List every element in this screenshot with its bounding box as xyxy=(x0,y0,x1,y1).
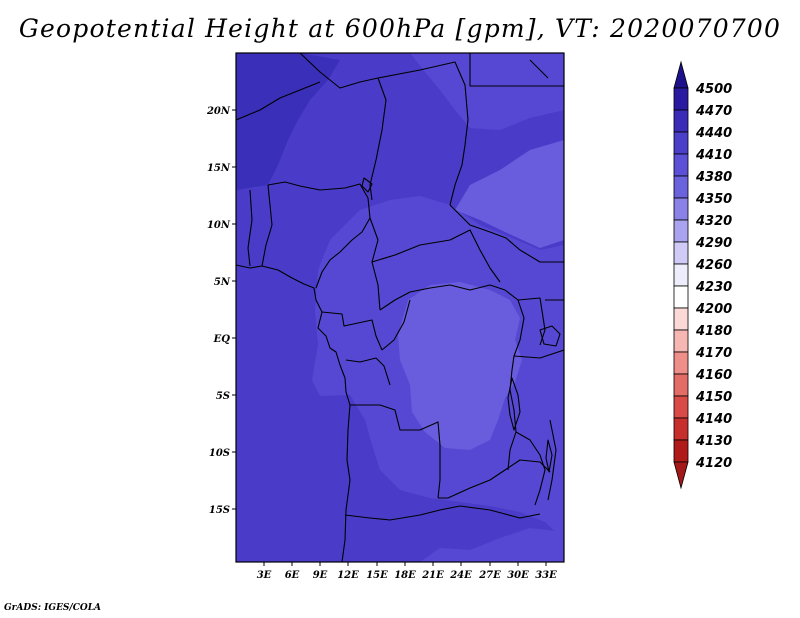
field-4470-northwest xyxy=(236,53,340,190)
colorbar-label: 4320 xyxy=(695,214,732,229)
longitude-axis: 3E 6E 9E 12E 15E 18E 21E 24E 27E 30E 33E xyxy=(257,562,557,581)
colorbar-box xyxy=(673,263,689,287)
border-angola-namibia xyxy=(344,505,461,521)
border-chad-libya xyxy=(377,61,469,206)
lat-label-5s: 5S xyxy=(216,391,230,402)
colorbar-label: 4200 xyxy=(695,302,732,317)
border-namibia-botswana xyxy=(459,505,541,519)
border-car-chad xyxy=(371,229,501,283)
colorbar-label: 4130 xyxy=(695,434,732,449)
border-mali xyxy=(236,81,321,121)
lat-label-10s: 10S xyxy=(209,448,230,459)
lat-label-15s: 15S xyxy=(209,505,230,516)
field-4380-east xyxy=(455,140,564,248)
lon-label-12e: 12E xyxy=(337,570,359,581)
border-sudan-chad xyxy=(449,204,564,263)
contour-field xyxy=(236,53,564,562)
border-togo xyxy=(247,189,253,267)
colorbar-box xyxy=(673,241,689,265)
colorbar-label: 4350 xyxy=(695,192,732,207)
colorbar-box xyxy=(673,131,689,155)
lon-label-24e: 24E xyxy=(449,570,472,581)
colorbar-label: 4290 xyxy=(695,236,732,251)
lat-label-10n: 10N xyxy=(207,220,231,231)
borders xyxy=(236,53,564,562)
colorbar-label: 4140 xyxy=(695,412,732,427)
nile xyxy=(529,59,549,79)
lon-label-15e: 15E xyxy=(366,570,388,581)
lon-label-9e: 9E xyxy=(313,570,328,581)
border-angola-north xyxy=(350,404,441,499)
lake-tanganyika xyxy=(507,377,521,431)
field-4380-basin xyxy=(398,282,522,450)
colorbar-bottom-arrow xyxy=(673,461,689,490)
lake-victoria xyxy=(539,325,561,347)
lat-label-5n: 5N xyxy=(214,277,231,288)
lon-label-33e: 33E xyxy=(535,570,557,581)
lat-label-15n: 15N xyxy=(207,163,231,174)
colorbar-label: 4440 xyxy=(695,126,732,141)
colorbar-box xyxy=(673,329,689,353)
colorbar-box xyxy=(673,395,689,419)
lake-malawi xyxy=(545,439,553,473)
colorbar-box xyxy=(673,373,689,397)
colorbar-box xyxy=(673,307,689,331)
colorbar-box xyxy=(673,285,689,309)
colorbar-label: 4410 xyxy=(695,148,732,163)
colorbar-box xyxy=(673,417,689,441)
field-4410-northeast xyxy=(410,53,564,130)
border-malawi xyxy=(547,419,557,501)
colorbar-box xyxy=(673,109,689,133)
colorbar-box xyxy=(673,351,689,375)
colorbar-label: 4180 xyxy=(695,324,732,339)
border-gabon xyxy=(321,311,383,351)
border-zambia-east xyxy=(515,431,546,506)
border-nigeria-west xyxy=(261,184,273,267)
border-tanzania xyxy=(513,349,564,359)
lon-label-3e: 3E xyxy=(257,570,272,581)
lon-label-30e: 30E xyxy=(507,570,529,581)
colorbar-box xyxy=(673,197,689,221)
latitude-axis: 20N 15N 10N 5N EQ 5S 10S 15S xyxy=(206,106,236,516)
border-car-congo xyxy=(379,284,506,311)
colorbar-box xyxy=(673,153,689,177)
colorbar: 4500 4470 4440 4410 4380 4350 4320 4290 4260 4230… xyxy=(673,60,732,490)
lake-chad xyxy=(361,177,373,193)
field-4410-south xyxy=(420,528,564,562)
lat-label-20n: 20N xyxy=(206,106,231,117)
border-nigeria-east xyxy=(315,197,371,289)
map-frame xyxy=(235,52,565,563)
border-congo-south xyxy=(345,357,391,386)
border-drc-east xyxy=(504,289,525,471)
colorbar-label: 4260 xyxy=(695,258,732,273)
colorbar-label: 4470 xyxy=(695,104,732,119)
colorbar-label: 4120 xyxy=(695,456,732,471)
lat-label-eq: EQ xyxy=(213,334,231,345)
map-title: Geopotential Height at 600hPa [gpm], VT:… xyxy=(18,14,782,43)
grads-credit: GrADS: IGES/COLA xyxy=(4,603,102,613)
lon-label-27e: 27E xyxy=(478,570,501,581)
lon-label-18e: 18E xyxy=(394,570,416,581)
colorbar-top-arrow xyxy=(673,60,689,89)
colorbar-label: 4230 xyxy=(695,280,732,295)
lon-label-6e: 6E xyxy=(285,570,300,581)
border-egypt-sudan xyxy=(469,53,564,87)
colorbar-box xyxy=(673,175,689,199)
coastline xyxy=(236,264,351,562)
colorbar-box xyxy=(673,439,689,463)
border-nigeria-north xyxy=(267,181,369,199)
colorbar-label: 4170 xyxy=(695,346,732,361)
colorbar-label: 4150 xyxy=(695,390,732,405)
colorbar-box xyxy=(673,87,689,111)
border-angola-zambia xyxy=(438,459,551,499)
border-congo-drc xyxy=(381,299,411,351)
colorbar-label: 4380 xyxy=(695,170,732,185)
border-algeria-mali xyxy=(299,53,379,89)
colorbar-label: 4160 xyxy=(695,368,732,383)
colorbar-label: 4500 xyxy=(695,82,732,97)
lon-label-21e: 21E xyxy=(421,570,444,581)
colorbar-box xyxy=(673,219,689,243)
